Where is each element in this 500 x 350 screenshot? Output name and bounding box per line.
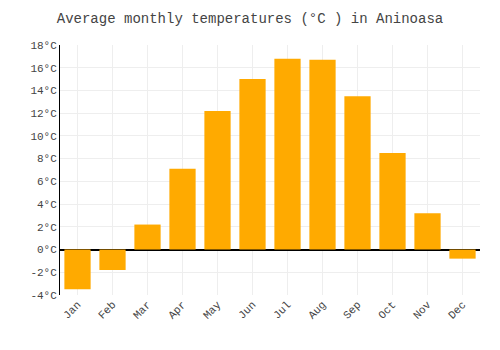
- svg-text:Jan: Jan: [61, 299, 83, 321]
- svg-text:4°C: 4°C: [37, 199, 57, 211]
- svg-text:Oct: Oct: [376, 299, 398, 321]
- svg-text:Feb: Feb: [96, 299, 118, 321]
- svg-text:Mar: Mar: [131, 299, 153, 321]
- svg-text:Sep: Sep: [341, 299, 363, 321]
- svg-text:-4°C: -4°C: [30, 290, 57, 302]
- svg-text:Nov: Nov: [411, 299, 434, 322]
- svg-text:6°C: 6°C: [37, 176, 57, 188]
- svg-text:12°C: 12°C: [30, 108, 57, 120]
- svg-text:2°C: 2°C: [37, 222, 57, 234]
- svg-text:Jul: Jul: [271, 299, 293, 321]
- svg-text:May: May: [201, 299, 224, 322]
- svg-text:16°C: 16°C: [30, 63, 57, 75]
- svg-text:Apr: Apr: [166, 299, 188, 321]
- svg-text:Aug: Aug: [306, 299, 328, 321]
- svg-text:8°C: 8°C: [37, 153, 57, 165]
- svg-text:-2°C: -2°C: [30, 267, 57, 279]
- svg-text:Jun: Jun: [236, 299, 258, 321]
- svg-text:0°C: 0°C: [37, 244, 57, 256]
- svg-text:10°C: 10°C: [30, 131, 57, 143]
- svg-text:Dec: Dec: [446, 299, 468, 321]
- svg-text:14°C: 14°C: [30, 85, 57, 97]
- svg-text:18°C: 18°C: [30, 40, 57, 52]
- svg-text:Average monthly temperatures (: Average monthly temperatures (°C ) in An…: [57, 11, 443, 27]
